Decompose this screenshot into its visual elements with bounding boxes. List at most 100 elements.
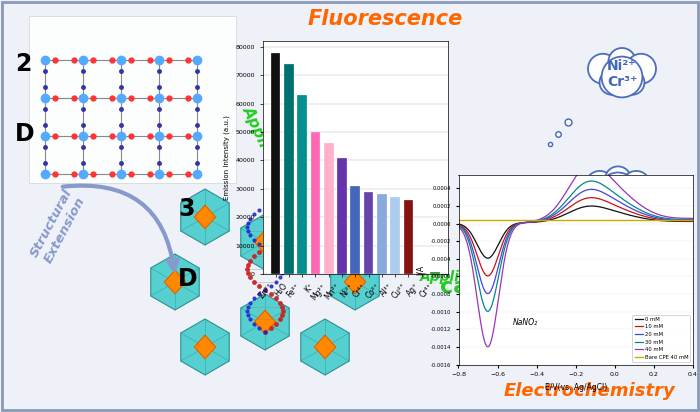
Bar bbox=[298, 95, 307, 274]
Line: 10 mM: 10 mM bbox=[458, 198, 693, 276]
0 mM bbox=[633, 214, 641, 219]
Text: Fluorescence: Fluorescence bbox=[307, 9, 463, 29]
10 mM bbox=[657, 217, 665, 222]
0 mM bbox=[591, 204, 599, 209]
30 mM bbox=[454, 223, 463, 228]
Bar bbox=[416, 273, 426, 274]
0 mM bbox=[469, 234, 477, 239]
Legend: 0 mM, 10 mM, 20 mM, 30 mM, 40 mM, Bare CPE 40 mM: 0 mM, 10 mM, 20 mM, 30 mM, 40 mM, Bare C… bbox=[633, 315, 690, 362]
30 mM bbox=[657, 215, 665, 220]
Circle shape bbox=[598, 173, 638, 211]
Polygon shape bbox=[254, 310, 276, 334]
Bar bbox=[364, 192, 373, 274]
Bar bbox=[337, 158, 346, 274]
Y-axis label: I/A: I/A bbox=[416, 265, 425, 275]
Polygon shape bbox=[331, 254, 379, 310]
30 mM bbox=[587, 178, 596, 183]
Polygon shape bbox=[164, 270, 186, 294]
30 mM bbox=[484, 309, 492, 314]
Text: 3: 3 bbox=[178, 197, 195, 221]
20 mM bbox=[591, 187, 599, 192]
Bar bbox=[284, 64, 294, 274]
0 mM bbox=[587, 204, 596, 208]
Text: Electrochemistry: Electrochemistry bbox=[504, 382, 676, 400]
20 mM bbox=[657, 216, 665, 221]
10 mM bbox=[484, 274, 492, 279]
10 mM bbox=[633, 211, 641, 216]
Polygon shape bbox=[195, 205, 216, 229]
10 mM bbox=[689, 218, 697, 223]
10 mM bbox=[454, 222, 463, 227]
20 mM bbox=[484, 291, 492, 296]
Polygon shape bbox=[344, 270, 365, 294]
20 mM bbox=[633, 208, 641, 213]
0 mM bbox=[689, 219, 697, 224]
Circle shape bbox=[600, 70, 624, 95]
0 mM bbox=[597, 205, 606, 210]
10 mM bbox=[587, 195, 596, 200]
Circle shape bbox=[585, 171, 614, 199]
X-axis label: E/V(vs. Ag/AgCl): E/V(vs. Ag/AgCl) bbox=[545, 383, 607, 392]
Bar bbox=[324, 143, 333, 274]
20 mM bbox=[597, 189, 606, 194]
Polygon shape bbox=[301, 189, 349, 245]
Text: caTION: caTION bbox=[440, 277, 529, 297]
30 mM bbox=[469, 254, 477, 259]
20 mM bbox=[587, 187, 596, 192]
40 mM bbox=[657, 213, 665, 218]
0 mM bbox=[484, 256, 492, 261]
Bar bbox=[311, 132, 321, 274]
40 mM bbox=[604, 173, 612, 178]
Polygon shape bbox=[241, 214, 289, 270]
Line: 40 mM: 40 mM bbox=[458, 164, 693, 347]
Polygon shape bbox=[301, 319, 349, 375]
40 mM bbox=[597, 166, 606, 171]
Text: caTion: caTion bbox=[255, 97, 302, 171]
Line: 0 mM: 0 mM bbox=[458, 206, 693, 258]
30 mM bbox=[597, 182, 606, 187]
Text: NaNO₂: NaNO₂ bbox=[513, 318, 538, 327]
0 mM bbox=[454, 222, 463, 227]
Polygon shape bbox=[241, 294, 289, 350]
Text: D: D bbox=[178, 267, 197, 291]
Polygon shape bbox=[181, 319, 229, 375]
Circle shape bbox=[608, 48, 636, 75]
20 mM bbox=[689, 218, 697, 222]
Circle shape bbox=[626, 54, 656, 84]
Bar bbox=[430, 272, 440, 274]
Circle shape bbox=[596, 185, 620, 208]
Polygon shape bbox=[314, 205, 335, 229]
Bar bbox=[390, 197, 400, 274]
Polygon shape bbox=[314, 335, 335, 359]
20 mM bbox=[604, 193, 612, 198]
FancyArrowPatch shape bbox=[63, 185, 178, 269]
0 mM bbox=[604, 206, 612, 211]
0 mM bbox=[657, 218, 665, 223]
Y-axis label: Emission Intensity (a.u.): Emission Intensity (a.u.) bbox=[223, 115, 230, 200]
Text: Appli: Appli bbox=[420, 270, 460, 284]
Bar bbox=[351, 186, 360, 274]
Circle shape bbox=[588, 54, 618, 84]
Bar bbox=[403, 200, 413, 274]
30 mM bbox=[591, 179, 599, 184]
Circle shape bbox=[622, 171, 650, 199]
Circle shape bbox=[616, 185, 640, 208]
20 mM bbox=[454, 223, 463, 228]
30 mM bbox=[633, 206, 641, 211]
Text: 2: 2 bbox=[15, 52, 32, 76]
Text: Structural
Extension: Structural Extension bbox=[28, 187, 88, 267]
20 mM bbox=[469, 248, 477, 253]
40 mM bbox=[484, 344, 492, 349]
30 mM bbox=[604, 186, 612, 191]
Text: Appli: Appli bbox=[240, 104, 272, 150]
10 mM bbox=[591, 196, 599, 201]
Bar bbox=[271, 53, 281, 274]
10 mM bbox=[604, 200, 612, 205]
Polygon shape bbox=[181, 189, 229, 245]
Circle shape bbox=[605, 166, 631, 192]
40 mM bbox=[689, 216, 697, 221]
Line: 30 mM: 30 mM bbox=[458, 181, 693, 311]
FancyBboxPatch shape bbox=[29, 16, 236, 183]
30 mM bbox=[689, 217, 697, 222]
40 mM bbox=[633, 200, 641, 205]
